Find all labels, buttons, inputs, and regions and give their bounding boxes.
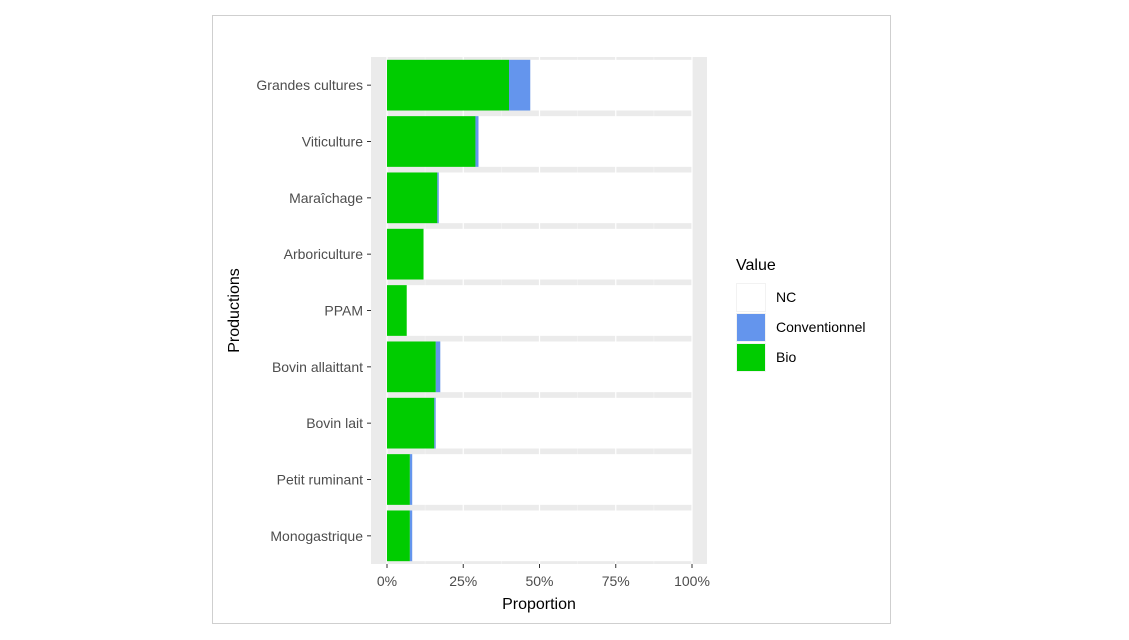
bar-nc [440,341,692,393]
y-tick-label: PPAM [324,303,363,319]
x-tick-label: 75% [602,573,630,589]
bar-nc [435,397,692,449]
y-tick-label: Bovin lait [306,415,363,431]
x-axis-title: Proportion [502,596,576,613]
legend-key-bio [737,344,765,371]
legend-key-conventionnel [737,314,765,341]
bar-conventionnel [435,341,441,393]
y-tick-label: Arboriculture [284,246,364,262]
bar-nc [412,510,692,562]
bar-nc [530,59,692,111]
bar-bio [387,510,410,562]
bar-conventionnel [409,454,413,505]
bar-bio [387,285,407,336]
legend-label: Conventionnel [776,319,866,335]
y-tick-label: Grandes cultures [256,77,363,93]
bar-bio [387,341,436,393]
bar-bio [387,116,476,167]
legend-label: NC [776,289,796,305]
legend-label: Bio [776,349,796,365]
bar-bio [387,59,509,111]
legend-title: Value [736,257,776,274]
bars [387,59,692,562]
bar-conventionnel [509,59,531,111]
bar-bio [387,397,435,449]
bar-nc [438,172,692,224]
y-tick-label: Bovin allaittant [272,359,363,375]
bar-nc [412,454,692,505]
bar-bio [387,228,424,280]
x-axis: 0% 25% 50% 75% 100% [377,564,710,589]
y-axis-title: Productions [226,268,243,353]
bar-conventionnel [434,397,436,449]
bar-nc [478,116,692,167]
y-axis: Grandes cultures Viticulture Maraîchage Arb… [256,77,371,544]
bar-conventionnel [475,116,479,167]
y-tick-label: Maraîchage [289,190,363,206]
x-tick-label: 25% [449,573,477,589]
bar-nc [423,228,692,280]
bar-bio [387,454,410,505]
y-tick-label: Viticulture [302,134,363,150]
x-tick-label: 50% [525,573,553,589]
y-tick-label: Monogastrique [270,528,363,544]
x-tick-label: 100% [674,573,710,589]
bar-bio [387,172,438,224]
bar-conventionnel [409,510,413,562]
bar-conventionnel [437,172,439,224]
y-tick-label: Petit ruminant [277,472,363,488]
x-tick-label: 0% [377,573,397,589]
legend-key-nc [737,284,765,311]
legend: Value NC Conventionnel Bio [736,257,866,372]
bar-nc [406,285,692,336]
